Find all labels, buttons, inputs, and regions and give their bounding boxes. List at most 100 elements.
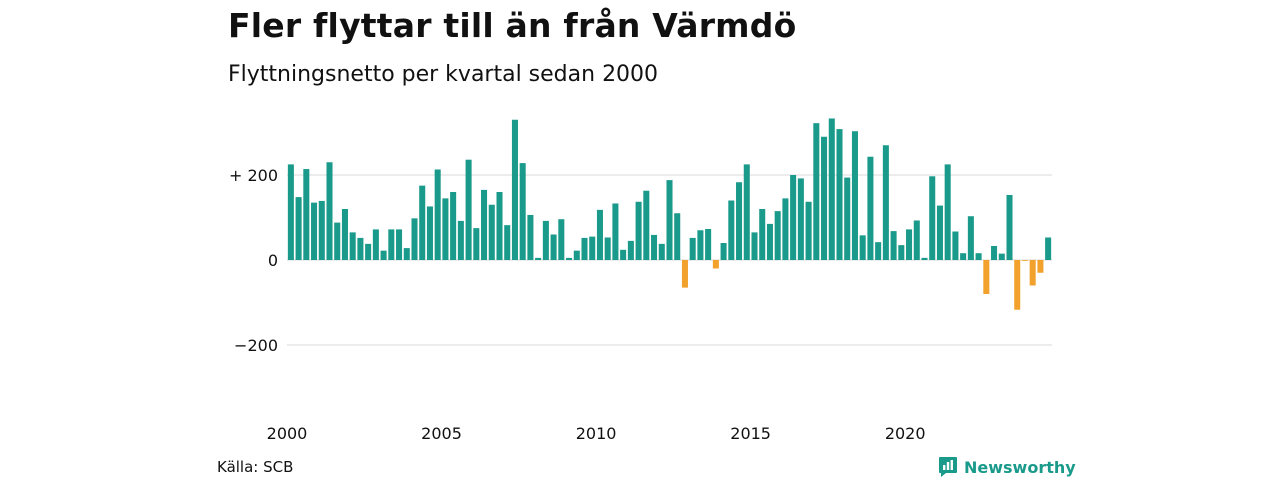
- bar: 2004 K1: 98: [411, 218, 418, 260]
- bar: 2020 K1: 72: [906, 229, 913, 260]
- bar: 2021 K2: 225: [944, 164, 951, 261]
- bar: 2012 K2: 188: [666, 180, 673, 260]
- bar: 2005 K2: 160: [450, 192, 457, 260]
- bar: 2012 K4: -65: [681, 260, 688, 288]
- bar: 2020 K4: 197: [929, 176, 936, 260]
- bar: 2000 K1: 225: [287, 164, 294, 261]
- bar: 2019 K4: 35: [898, 245, 905, 261]
- bar: 2015 K3: 85: [766, 223, 773, 261]
- bar: 2020 K3: 5: [921, 257, 928, 261]
- bar: 2003 K2: 72: [388, 229, 395, 260]
- bar: 2023 K3: -117: [1014, 260, 1021, 310]
- bar: 2003 K3: 72: [396, 229, 403, 260]
- bar: 2024 K2: -30: [1037, 260, 1044, 273]
- bar: 2010 K3: 133: [612, 203, 619, 260]
- bar: 2013 K3: 73: [705, 228, 712, 260]
- bar: 2004 K2: 175: [419, 185, 426, 261]
- bar: 2006 K3: 130: [488, 204, 495, 260]
- bar: 2011 K3: 163: [643, 190, 650, 260]
- bar: 2019 K1: 42: [875, 242, 882, 260]
- bar: 2003 K4: 28: [403, 248, 410, 260]
- bar: 2023 K4: -2: [1021, 260, 1028, 261]
- bar: 2006 K4: 160: [496, 192, 503, 260]
- bar: 2015 K1: 65: [751, 232, 758, 261]
- bar: 2001 K3: 88: [334, 222, 341, 260]
- bar: 2009 K4: 55: [589, 236, 596, 261]
- bar: 2021 K3: 67: [952, 231, 959, 260]
- bar: 2001 K2: 230: [326, 162, 333, 260]
- bar: 2011 K1: 45: [627, 240, 634, 261]
- bar: 2011 K2: 137: [635, 201, 642, 260]
- newsworthy-logo: Newsworthy: [938, 456, 1076, 478]
- bar: 2001 K4: 120: [341, 209, 348, 260]
- bar: 2022 K3: -80: [983, 260, 990, 294]
- bar: 2010 K2: 53: [604, 237, 611, 260]
- bar: 2005 K4: 236: [465, 159, 472, 260]
- bar: 2021 K1: 128: [936, 205, 943, 260]
- bar: 2001 K1: 139: [318, 200, 325, 260]
- bar: 2015 K2: 120: [759, 209, 766, 260]
- bar: 2016 K1: 145: [782, 198, 789, 261]
- bar: 2006 K2: 165: [481, 189, 488, 261]
- bar: 2016 K3: 192: [797, 178, 804, 260]
- bar: 2015 K4: 115: [774, 211, 781, 261]
- bar: 2017 K3: 333: [828, 118, 835, 260]
- x-tick-label: 2005: [421, 424, 462, 443]
- bar: 2018 K1: 194: [844, 177, 851, 260]
- brand-name: Newsworthy: [964, 457, 1076, 477]
- x-tick-label: 2015: [730, 424, 771, 443]
- bar: 2014 K4: 225: [743, 164, 750, 261]
- bar: 2010 K1: 118: [596, 209, 603, 260]
- bar: 2018 K3: 58: [859, 235, 866, 260]
- bar: 2012 K1: 38: [658, 243, 665, 260]
- bar: 2000 K2: 148: [295, 197, 302, 260]
- bar: 2011 K4: 59: [651, 234, 658, 260]
- bar: 2022 K2: 16: [975, 253, 982, 260]
- bar: 2009 K1: 5: [566, 257, 573, 261]
- bar: 2017 K2: 290: [821, 136, 828, 260]
- x-tick-label: 2020: [885, 424, 926, 443]
- bar: 2023 K1: 15: [998, 253, 1005, 261]
- bar: 2020 K2: 93: [913, 220, 920, 260]
- bar: 2014 K3: 183: [736, 182, 743, 260]
- bar: 2008 K3: 60: [550, 234, 557, 260]
- bar: 2008 K2: 92: [542, 220, 549, 260]
- chart-subtitle: Flyttningsnetto per kvartal sedan 2000: [228, 62, 659, 87]
- bar: 2008 K1: 5: [535, 257, 542, 261]
- source-note: Källa: SCB: [217, 458, 294, 476]
- bar: 2003 K1: 22: [380, 250, 387, 260]
- bar: 2022 K1: 103: [967, 216, 974, 260]
- bar: 2007 K2: 330: [511, 119, 518, 260]
- bar: 2008 K4: 96: [558, 219, 565, 260]
- bar: 2024 K3: 53: [1045, 237, 1052, 260]
- bar: 2005 K1: 145: [442, 198, 449, 261]
- bar: 2000 K3: 214: [303, 169, 310, 260]
- bar: 2009 K2: 22: [573, 250, 580, 260]
- y-tick-label: −200: [234, 336, 278, 355]
- bar: 2018 K4: 243: [867, 156, 874, 260]
- bar: 2017 K4: 308: [836, 129, 843, 260]
- bar: 2022 K4: 33: [991, 245, 998, 260]
- bar: 2004 K4: 213: [434, 169, 441, 260]
- bar: 2014 K2: 140: [728, 200, 735, 260]
- bar: 2013 K4: -20: [712, 260, 719, 269]
- bar: 2024 K1: -60: [1029, 260, 1036, 286]
- bar: 2009 K3: 52: [581, 237, 588, 260]
- bar: 2004 K3: 126: [426, 206, 433, 260]
- bar: 2007 K4: 106: [527, 214, 534, 260]
- newsworthy-icon: [939, 457, 957, 477]
- bar: 2014 K1: 40: [720, 243, 727, 260]
- x-tick-label: 2010: [576, 424, 617, 443]
- bar: 2016 K2: 200: [790, 175, 797, 260]
- x-tick-label: 2000: [267, 424, 308, 443]
- bar: 2005 K3: 92: [457, 220, 464, 260]
- bar: 2007 K1: 82: [504, 225, 511, 260]
- bar: 2017 K1: 322: [813, 123, 820, 261]
- bar: 2010 K4: 24: [620, 249, 627, 260]
- y-tick-label: 0: [268, 251, 278, 270]
